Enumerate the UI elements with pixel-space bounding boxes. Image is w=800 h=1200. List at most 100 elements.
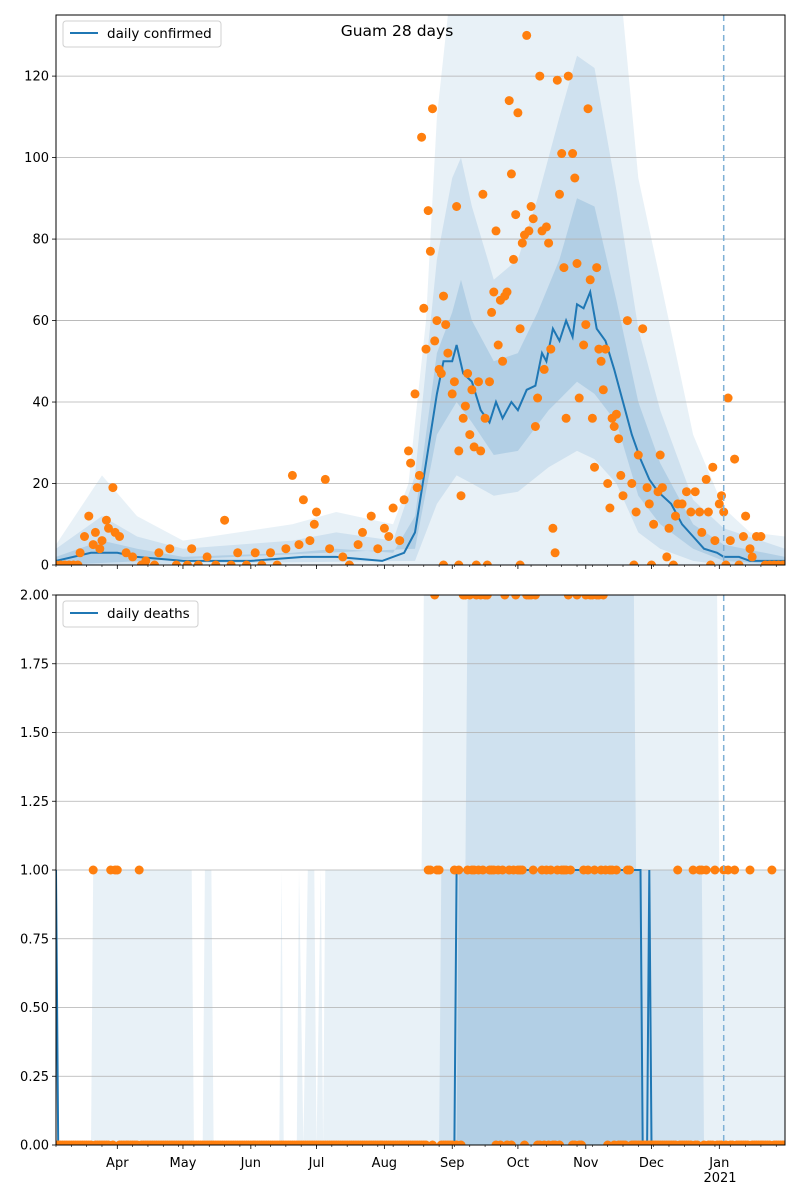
observed-point: [417, 132, 427, 142]
observed-point: [517, 238, 527, 248]
observed-point: [734, 560, 744, 565]
observed-point: [594, 344, 604, 354]
observed-point: [546, 865, 556, 875]
observed-point: [629, 560, 639, 565]
observed-point: [379, 523, 389, 533]
observed-point: [506, 169, 516, 179]
uncertainty-band-80pct: [56, 55, 785, 565]
observed-point: [649, 519, 659, 529]
observed-point: [598, 385, 608, 395]
y-tick-label: 2.00: [20, 589, 49, 604]
observed-point: [644, 499, 654, 509]
observed-point: [134, 865, 144, 875]
observed-point: [388, 503, 398, 513]
confirmed-axes-frame: [55, 14, 786, 566]
observed-point: [614, 434, 624, 444]
observed-point: [500, 595, 510, 600]
observed-point: [511, 210, 521, 220]
observed-point: [677, 499, 687, 509]
observed-point: [287, 470, 297, 480]
observed-point: [738, 532, 748, 541]
observed-point: [563, 595, 573, 600]
observed-point: [456, 491, 466, 501]
observed-point: [193, 560, 203, 565]
observed-point: [509, 254, 518, 264]
observed-point: [480, 413, 490, 423]
observed-point: [747, 552, 757, 562]
observed-point: [559, 263, 569, 273]
observed-point: [723, 865, 733, 875]
observed-point: [657, 483, 667, 493]
observed-point: [585, 275, 595, 285]
observed-point: [616, 470, 626, 480]
confirmed-observed-points: [56, 30, 785, 565]
observed-point: [598, 595, 608, 600]
observed-point: [384, 532, 394, 541]
observed-point: [513, 108, 523, 118]
observed-point: [128, 552, 138, 562]
observed-point: [703, 507, 713, 517]
x-tick-label: Jun: [240, 1156, 261, 1171]
observed-point: [555, 1140, 564, 1145]
observed-point: [706, 560, 716, 565]
observed-point: [548, 523, 558, 533]
observed-point: [697, 527, 707, 537]
observed-point: [182, 560, 192, 565]
observed-point: [487, 307, 497, 317]
observed-point: [572, 259, 582, 268]
observed-point: [430, 595, 440, 600]
median-line: [56, 869, 785, 1145]
observed-point: [456, 1140, 466, 1145]
observed-point: [576, 1140, 586, 1145]
observed-point: [272, 560, 282, 565]
observed-point: [115, 532, 124, 541]
observed-point: [533, 393, 543, 403]
observed-point: [338, 552, 348, 562]
observed-point: [526, 202, 536, 211]
observed-point: [506, 1140, 516, 1145]
observed-point: [725, 536, 735, 546]
observed-point: [421, 344, 431, 354]
uncertainty-band-50pct: [56, 198, 785, 565]
observed-point: [414, 470, 424, 480]
observed-point: [242, 560, 251, 565]
observed-point: [524, 226, 534, 236]
deaths-axes-frame: [55, 594, 786, 1146]
observed-point: [555, 189, 564, 199]
y-tick-label: 0.50: [20, 1001, 49, 1016]
observed-point: [428, 104, 437, 114]
observed-point: [469, 442, 479, 452]
observed-point: [590, 462, 599, 472]
observed-point: [320, 474, 330, 484]
observed-point: [574, 393, 584, 403]
observed-point: [544, 238, 554, 248]
observed-point: [625, 865, 635, 875]
y-tick-label: 1.75: [20, 657, 49, 672]
observed-point: [522, 30, 532, 40]
observed-point: [723, 393, 733, 403]
observed-point: [165, 544, 175, 554]
y-tick-label: 1.25: [20, 795, 49, 810]
observed-point: [121, 548, 131, 558]
observed-point: [90, 527, 100, 537]
observed-point: [581, 320, 591, 330]
y-tick-label: 60: [32, 314, 49, 329]
confirmed-legend-label: daily confirmed: [107, 26, 212, 42]
x-tick-label: Sep: [440, 1156, 465, 1171]
observed-point: [491, 226, 501, 236]
observed-point: [546, 344, 556, 354]
observed-point: [443, 348, 453, 358]
observed-point: [406, 458, 416, 468]
observed-point: [601, 344, 610, 354]
observed-point: [428, 1140, 437, 1145]
observed-point: [686, 507, 696, 517]
observed-point: [539, 364, 549, 374]
observed-point: [557, 149, 567, 158]
x-tick-label: Aug: [372, 1156, 397, 1171]
observed-point: [171, 560, 181, 565]
observed-point: [474, 377, 483, 387]
observed-point: [281, 544, 291, 554]
observed-point: [528, 214, 538, 224]
y-tick-label: 0.75: [20, 932, 49, 947]
observed-point: [590, 865, 599, 875]
